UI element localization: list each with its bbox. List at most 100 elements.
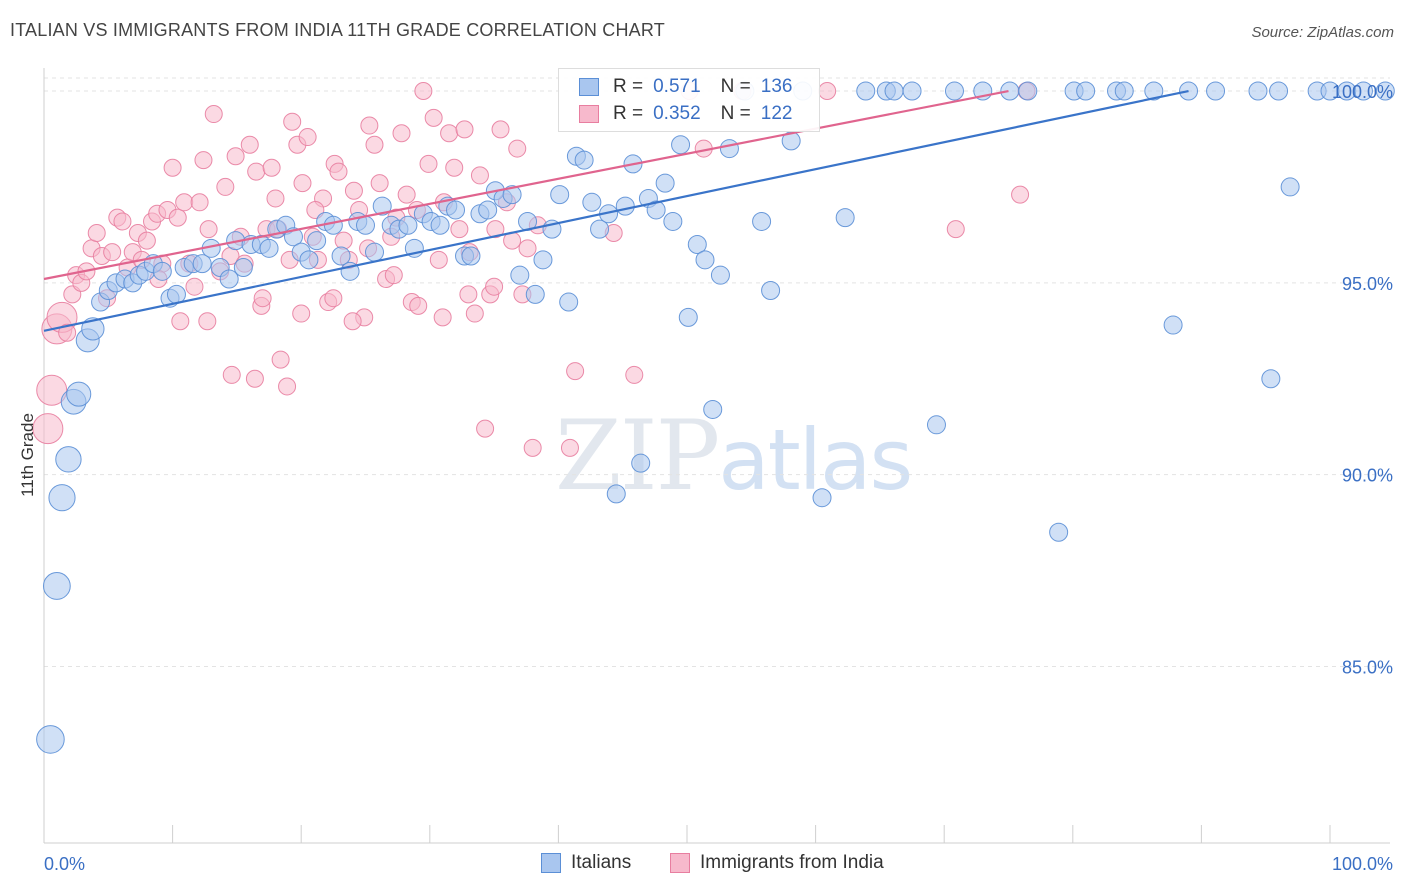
point-italians (461, 246, 481, 266)
point-italians (36, 725, 65, 754)
point-italians (533, 250, 553, 270)
point-india (163, 158, 182, 177)
point-india (194, 151, 213, 170)
watermark: ZIPatlas (555, 400, 913, 512)
point-india (36, 374, 68, 406)
point-italians (856, 81, 876, 101)
legend-r-label: R = (613, 103, 644, 124)
legend-label-india: Immigrants from India (700, 852, 884, 873)
legend-r-value-italians: 0.571 (653, 76, 701, 97)
legend-item-india[interactable]: Immigrants from India (670, 852, 884, 874)
point-india (1011, 185, 1030, 204)
legend-n-value-italians: 136 (760, 76, 793, 97)
point-india (566, 362, 585, 381)
point-italians (1353, 81, 1373, 101)
point-india (486, 220, 505, 239)
point-india (445, 158, 464, 177)
point-italians (365, 242, 385, 262)
point-india (360, 116, 379, 135)
point-india (455, 120, 474, 139)
point-italians (710, 265, 730, 285)
point-italians (446, 200, 466, 220)
point-india (226, 147, 245, 166)
y-tick-label: 90.0% (1342, 466, 1393, 486)
point-india (625, 365, 644, 384)
axis-labels: 85.0% 90.0% 95.0% 100.0% 0.0% 100.0% 11th Grad… (18, 82, 1393, 874)
trend-lines (43, 89, 1189, 332)
point-italians (1076, 81, 1096, 101)
point-italians (926, 415, 946, 435)
point-india (560, 438, 579, 457)
trend-line-italians (43, 89, 1189, 332)
correlation-legend: R = 0.571 N = 136 R = 0.352 N = 122 (558, 68, 820, 132)
point-italians (1206, 81, 1226, 101)
point-italians (550, 185, 570, 205)
point-india (459, 285, 478, 304)
point-italians (233, 258, 253, 278)
legend-swatch-india (579, 105, 599, 123)
point-india (397, 185, 416, 204)
point-italians (1261, 369, 1281, 389)
legend-item-italians[interactable]: Italians (541, 852, 631, 874)
point-india (168, 208, 187, 227)
point-india (245, 369, 264, 388)
point-italians (55, 446, 82, 473)
point-india (343, 312, 362, 331)
legend-swatch-italians (579, 78, 599, 96)
series-legend: Italians Immigrants from India (0, 852, 1406, 878)
point-italians (695, 250, 715, 270)
point-india (409, 296, 428, 315)
point-italians (655, 173, 675, 193)
point-india (491, 120, 510, 139)
chart-title: ITALIAN VS IMMIGRANTS FROM INDIA 11TH GR… (10, 20, 665, 40)
y-tick-label: 100.0% (1332, 82, 1393, 102)
point-india (247, 162, 266, 181)
point-italians (559, 292, 579, 312)
y-tick-label: 85.0% (1342, 658, 1393, 678)
point-italians (1144, 81, 1164, 101)
point-india (370, 174, 389, 193)
point-india (199, 220, 218, 239)
point-india (465, 304, 484, 323)
x-tick-label-min: 0.0% (44, 854, 85, 874)
point-italians (331, 246, 351, 266)
point-italians (356, 215, 375, 235)
point-italians (590, 219, 610, 239)
y-tick-label: 95.0% (1342, 274, 1393, 294)
legend-row-india: R = 0.352 N = 122 (579, 102, 792, 126)
point-italians (646, 200, 666, 220)
point-italians (582, 192, 602, 212)
point-italians (1114, 81, 1134, 101)
point-india (137, 231, 156, 250)
point-italians (835, 208, 855, 228)
point-italians (42, 572, 71, 600)
point-india (204, 105, 223, 124)
point-india (113, 212, 132, 231)
point-india (253, 289, 272, 308)
series-italians-points (36, 81, 1395, 754)
point-india (424, 108, 443, 127)
x-tick-label-max: 100.0% (1332, 854, 1393, 874)
point-italians (152, 261, 172, 281)
point-italians (902, 81, 922, 101)
point-india (440, 124, 459, 143)
legend-n-label: N = (720, 76, 751, 97)
legend-n-label: N = (720, 103, 751, 124)
point-india (216, 177, 235, 196)
point-india (298, 128, 317, 147)
point-italians (219, 269, 239, 289)
axes (43, 68, 1390, 844)
point-italians (631, 453, 651, 473)
point-india (818, 82, 837, 101)
point-italians (1248, 81, 1268, 101)
point-india (171, 312, 190, 331)
point-india (240, 135, 259, 154)
point-italians (307, 231, 327, 251)
point-india (175, 193, 194, 212)
point-italians (510, 265, 530, 285)
point-india (103, 243, 122, 262)
legend-n-value-india: 122 (760, 103, 793, 124)
legend-swatch-india (670, 853, 690, 873)
point-india (384, 266, 403, 285)
